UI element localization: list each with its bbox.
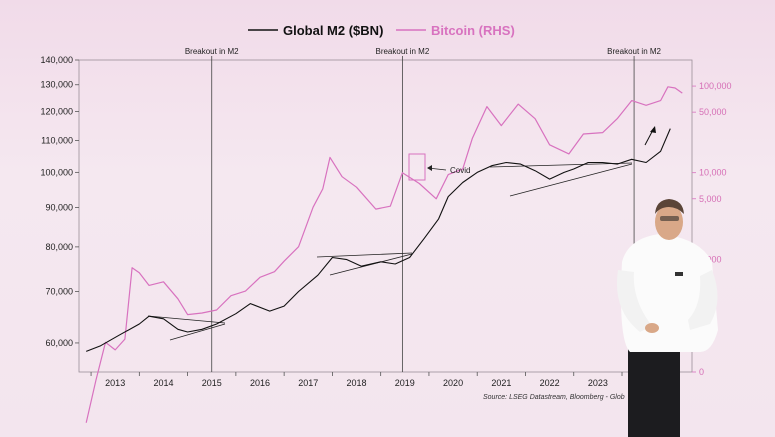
presenter-hand <box>645 323 659 333</box>
presenter-logo <box>675 272 683 276</box>
left-tick-label: 130,000 <box>40 80 73 90</box>
legend-btc-label: Bitcoin (RHS) <box>431 23 515 38</box>
covid-label: Covid <box>450 166 470 175</box>
right-tick-label: 5,000 <box>699 194 722 204</box>
plot-frame <box>78 59 693 373</box>
presenter-hair <box>655 199 684 214</box>
left-tick-label: 80,000 <box>45 242 73 252</box>
left-tick-label: 110,000 <box>41 136 73 146</box>
right-tick-label: 0 <box>699 367 704 377</box>
left-tick-label: 60,000 <box>45 338 73 348</box>
source-note: Source: LSEG Datastream, Bloomberg - Glo… <box>483 394 625 401</box>
x-tick-label: 2015 <box>202 378 222 388</box>
left-tick-label: 90,000 <box>45 203 73 213</box>
breakout-label: Breakout in M2 <box>607 47 661 56</box>
bitcoin-series <box>85 86 683 423</box>
m2-line <box>85 128 671 352</box>
covid-arrow-head <box>427 165 432 171</box>
breakout-label: Breakout in M2 <box>185 47 239 56</box>
breakout-label: Breakout in M2 <box>375 47 429 56</box>
left-tick-label: 140,000 <box>40 55 73 65</box>
x-tick-label: 2022 <box>540 378 560 388</box>
x-tick-label: 2014 <box>153 378 173 388</box>
breakout-lines: Breakout in M2 Breakout in M2 Breakout in … <box>185 47 662 372</box>
left-tick-label: 100,000 <box>40 167 73 177</box>
presenter-right-arm <box>688 270 718 330</box>
x-tick-label: 2023 <box>588 378 608 388</box>
presenter <box>616 199 718 437</box>
presenter-glasses <box>660 216 679 221</box>
trendlines <box>147 162 633 341</box>
legend-m2-label: Global M2 ($BN) <box>283 23 383 38</box>
right-tick-label: 50,000 <box>699 107 727 117</box>
legend: Global M2 ($BN) Bitcoin (RHS) <box>248 23 515 38</box>
right-tick-label: 100,000 <box>699 81 732 91</box>
bitcoin-line <box>85 86 683 423</box>
left-axis: 140,000 130,000 120,000 110,000 100,000 90,00… <box>40 55 79 348</box>
x-tick-label: 2018 <box>347 378 367 388</box>
x-tick-label: 2013 <box>105 378 125 388</box>
x-tick-label: 2016 <box>250 378 270 388</box>
left-tick-label: 70,000 <box>45 286 73 296</box>
presenter-head <box>655 204 683 240</box>
trendline-2014-top <box>147 315 226 324</box>
x-tick-label: 2019 <box>395 378 415 388</box>
x-tick-label: 2017 <box>298 378 318 388</box>
x-axis: 2013 2014 2015 2016 2017 2018 2019 2020 2021 2022… <box>90 372 656 388</box>
presenter-left-arm <box>616 270 652 332</box>
trendline-2018-top <box>316 252 413 258</box>
left-tick-label: 120,000 <box>40 106 73 116</box>
x-tick-label: 2020 <box>443 378 463 388</box>
trendline-2014-bottom <box>169 323 226 341</box>
right-tick-label: 10,000 <box>699 168 727 178</box>
x-tick-label: 2021 <box>491 378 511 388</box>
trendline-2022-bottom <box>509 163 633 197</box>
covid-box <box>408 153 426 181</box>
m2-series <box>85 128 671 352</box>
m2-end-arrow-head <box>650 126 656 133</box>
